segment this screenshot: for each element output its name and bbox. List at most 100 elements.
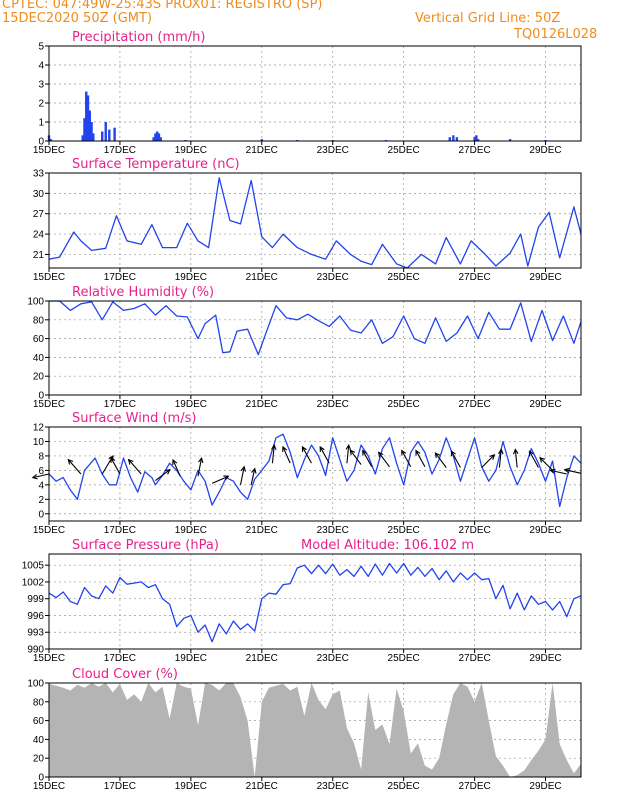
wind-arrow-head bbox=[401, 449, 407, 456]
wind-arrow-head bbox=[110, 456, 116, 463]
panel-4: 0 2 4 6 8 10 12 15DEC 17DEC 19DEC 21DEC 23DEC 25DEC 2… bbox=[31, 411, 582, 536]
series-line bbox=[48, 433, 582, 508]
panel-title: Precipitation (mm/h) bbox=[72, 30, 205, 45]
wind-arrow bbox=[550, 469, 567, 475]
y-tick-label: 0 bbox=[38, 137, 44, 148]
y-tick-label: 24 bbox=[33, 230, 45, 241]
wind-arrow-head bbox=[539, 456, 545, 463]
x-tick-label: 17DEC bbox=[104, 399, 136, 410]
y-tick-label: 20 bbox=[33, 372, 45, 383]
x-tick-label: 17DEC bbox=[104, 653, 136, 664]
precip-bar bbox=[473, 137, 476, 141]
wind-arrow-head bbox=[172, 458, 178, 465]
wind-arrow bbox=[67, 459, 82, 475]
y-tick-label: 0 bbox=[38, 773, 44, 784]
y-tick-label: 996 bbox=[27, 611, 44, 622]
precip-bar bbox=[452, 135, 455, 141]
wind-arrow bbox=[528, 451, 539, 468]
x-tick-label: 19DEC bbox=[175, 781, 207, 792]
y-tick-label: 40 bbox=[33, 735, 45, 746]
series-line bbox=[48, 177, 582, 269]
wind-arrow bbox=[415, 450, 426, 468]
precip-bar bbox=[86, 95, 90, 141]
x-tick-label: 23DEC bbox=[317, 399, 349, 410]
y-tick-label: 6 bbox=[38, 466, 44, 477]
wind-arrow-head bbox=[127, 458, 134, 465]
panel-frame bbox=[48, 553, 582, 650]
wind-arrow-head bbox=[301, 445, 307, 452]
y-tick-label: 0 bbox=[38, 509, 44, 520]
x-tick-label: 29DEC bbox=[529, 145, 561, 156]
wind-arrow bbox=[564, 469, 582, 474]
y-tick-label: 1002 bbox=[22, 577, 45, 588]
panel-title: Relative Humidity (%) bbox=[72, 285, 214, 300]
panel-frame bbox=[48, 172, 582, 269]
x-tick-label: 25DEC bbox=[388, 653, 420, 664]
wind-arrow bbox=[434, 452, 447, 468]
header-model: TQ0126L028 bbox=[514, 27, 598, 42]
y-tick-label: 4 bbox=[38, 480, 44, 491]
wind-arrow bbox=[319, 446, 330, 464]
wind-arrow-head bbox=[271, 443, 277, 451]
x-tick-label: 29DEC bbox=[529, 399, 561, 410]
wind-arrow bbox=[211, 475, 229, 484]
x-tick-label: 25DEC bbox=[388, 399, 420, 410]
x-tick-label: 25DEC bbox=[388, 272, 420, 283]
wind-arrow bbox=[197, 458, 203, 477]
wind-arrow bbox=[128, 459, 142, 475]
wind-arrow-head bbox=[489, 454, 496, 460]
panel-title: Cloud Cover (%) bbox=[72, 667, 178, 682]
wind-arrow-head bbox=[450, 450, 456, 457]
wind-arrow bbox=[450, 451, 461, 468]
wind-arrow-head bbox=[240, 465, 247, 472]
panel-title: Surface Pressure (hPa) bbox=[72, 538, 219, 553]
panel-frame bbox=[48, 426, 582, 522]
precip-bar bbox=[108, 129, 111, 141]
precip-bar bbox=[83, 118, 86, 141]
y-tick-label: 20 bbox=[33, 754, 45, 765]
x-tick-label: 15DEC bbox=[33, 145, 65, 156]
wind-arrow bbox=[110, 457, 121, 475]
y-tick-label: 999 bbox=[27, 594, 44, 605]
x-tick-label: 21DEC bbox=[246, 145, 278, 156]
y-tick-label: 60 bbox=[33, 334, 45, 345]
y-tick-label: 80 bbox=[33, 315, 45, 326]
x-tick-label: 17DEC bbox=[104, 272, 136, 283]
x-tick-label: 27DEC bbox=[458, 653, 490, 664]
precip-bar bbox=[159, 137, 162, 141]
x-tick-label: 19DEC bbox=[175, 653, 207, 664]
y-tick-label: 33 bbox=[33, 169, 45, 180]
x-tick-label: 29DEC bbox=[529, 525, 561, 536]
y-tick-label: 21 bbox=[33, 250, 45, 261]
y-tick-label: 2 bbox=[38, 99, 44, 110]
precip-bar bbox=[476, 139, 480, 141]
panel-title: Surface Wind (m/s) bbox=[72, 411, 196, 426]
x-tick-label: 21DEC bbox=[246, 399, 278, 410]
wind-arrow-head bbox=[282, 445, 288, 452]
wind-arrow bbox=[378, 452, 390, 468]
wind-arrow-head bbox=[528, 450, 534, 457]
x-tick-label: 29DEC bbox=[529, 272, 561, 283]
wind-arrow bbox=[301, 446, 312, 464]
y-tick-label: 1005 bbox=[22, 561, 45, 572]
panel-6: 0 20 40 60 80 100 15DEC 17DEC 19DEC 21DEC 23DEC 25D… bbox=[27, 667, 582, 792]
x-tick-label: 23DEC bbox=[317, 272, 349, 283]
x-tick-label: 25DEC bbox=[388, 781, 420, 792]
header-location: CPTEC: 047:49W-25:43S PROX01: REGISTRO (… bbox=[2, 0, 323, 12]
y-tick-label: 0 bbox=[38, 391, 44, 402]
x-tick-label: 25DEC bbox=[388, 525, 420, 536]
series-line bbox=[49, 300, 582, 356]
x-tick-label: 27DEC bbox=[458, 272, 490, 283]
wind-arrow bbox=[481, 454, 495, 468]
y-tick-label: 27 bbox=[33, 209, 45, 220]
wind-arrow-head bbox=[67, 458, 74, 465]
wind-arrow bbox=[32, 473, 50, 479]
panel-1: 0 1 2 3 4 5 15DEC 17DEC 19DEC 21DEC 23DEC 25DEC 27DE… bbox=[33, 30, 582, 156]
wind-arrow-head bbox=[377, 451, 384, 458]
y-tick-label: 8 bbox=[38, 451, 44, 462]
y-tick-label: 80 bbox=[33, 697, 45, 708]
wind-arrow bbox=[362, 450, 373, 468]
x-tick-label: 27DEC bbox=[458, 145, 490, 156]
precip-bar bbox=[49, 139, 52, 141]
